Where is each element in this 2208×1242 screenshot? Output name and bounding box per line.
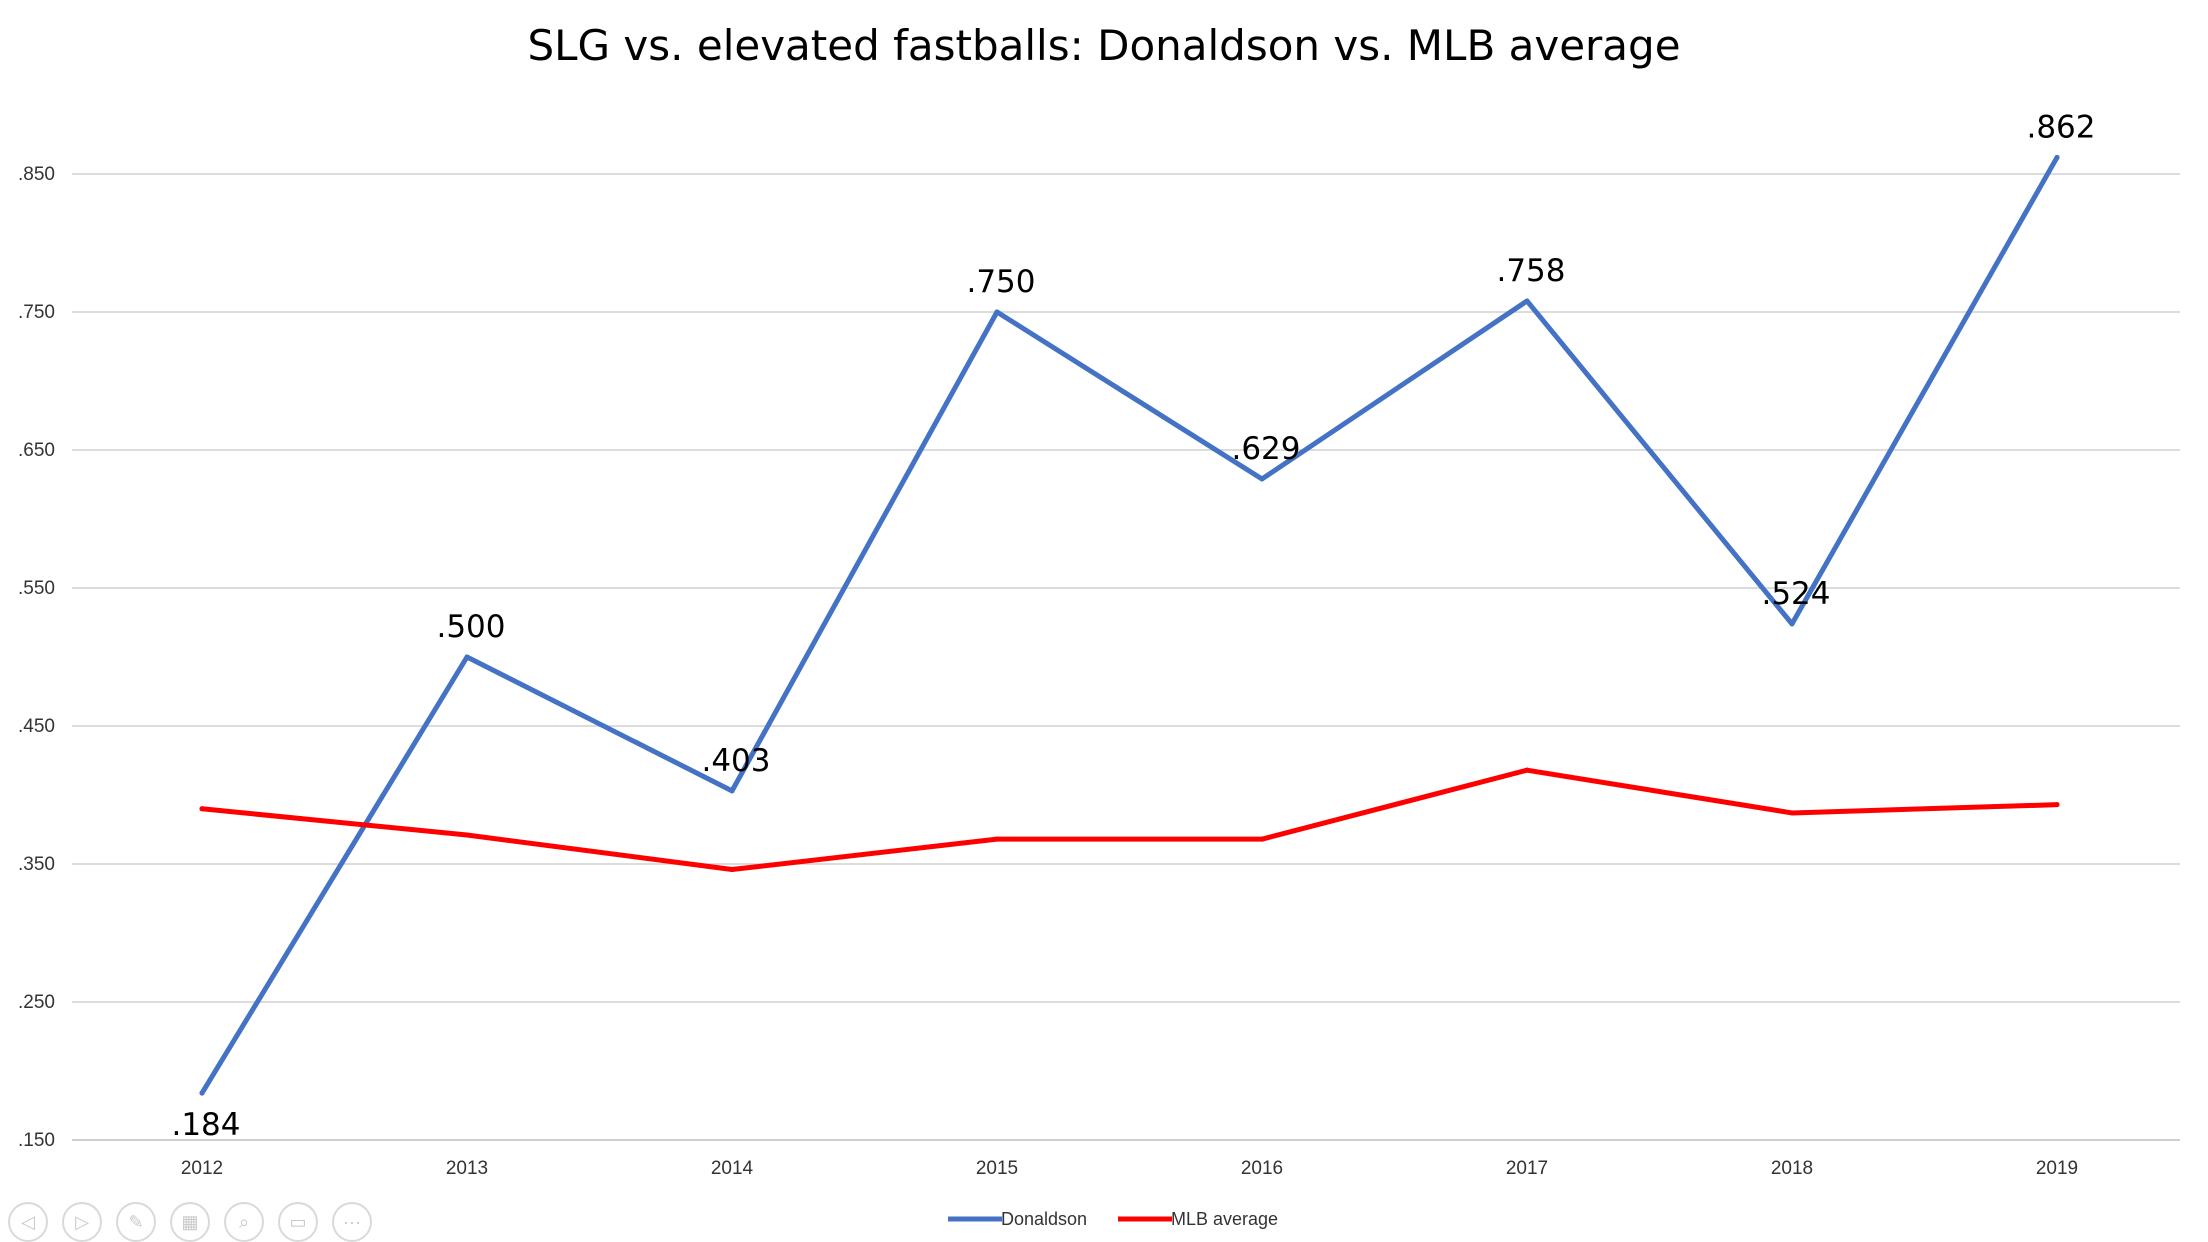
gridlines [72,173,2180,1141]
data-point [199,1090,205,1096]
slides-overview-icon[interactable]: ▦ [170,1202,210,1242]
data-label: .758 [1496,253,1565,289]
data-label: .403 [701,743,770,779]
data-label: .750 [966,264,1035,300]
data-label: .184 [171,1107,240,1143]
y-tick-label: .250 [18,992,55,1013]
subtitles-icon[interactable]: ▭ [278,1202,318,1242]
previous-slide-icon[interactable]: ◁ [8,1202,48,1242]
data-point [994,309,1000,315]
x-tick-label: 2013 [446,1158,488,1179]
y-tick-label: .150 [18,1130,55,1151]
y-axis-tick-labels: .150 .250 .350 .450 .550 .650 .750 .850 [18,164,55,1151]
pen-icon[interactable]: ✎ [116,1202,156,1242]
y-tick-label: .450 [18,716,55,737]
x-tick-label: 2018 [1771,1158,1813,1179]
x-tick-label: 2016 [1241,1158,1283,1179]
x-tick-label: 2017 [1506,1158,1548,1179]
data-point [199,806,205,812]
x-tick-label: 2015 [976,1158,1018,1179]
data-label: .500 [436,609,505,645]
data-point [1524,767,1530,773]
x-tick-label: 2019 [2036,1158,2078,1179]
data-point [1789,810,1795,816]
data-point [1789,621,1795,627]
data-point [464,832,470,838]
donaldson-line [199,154,2060,1096]
y-tick-label: .350 [18,854,55,875]
x-axis-tick-labels: 2012 2013 2014 2015 2016 2017 2018 2019 [181,1158,2078,1179]
data-labels: .184 .500 .403 .750 .629 .758 .524 .862 [171,109,2095,1143]
x-tick-label: 2014 [711,1158,754,1179]
y-tick-label: .650 [18,440,55,461]
chart-title: SLG vs. elevated fastballs: Donaldson vs… [527,21,1680,70]
data-point [2054,154,2060,160]
data-point [1524,298,1530,304]
data-point [729,788,735,794]
data-point [464,654,470,660]
data-label: .862 [2026,109,2095,145]
zoom-icon[interactable]: ⌕ [224,1202,264,1242]
data-point [729,867,735,873]
y-tick-label: .550 [18,578,55,599]
data-label: .629 [1231,431,1300,467]
mlb-average-line [199,767,2060,873]
data-label: .524 [1761,576,1830,612]
legend-label: Donaldson [1001,1209,1087,1229]
data-point [1259,476,1265,482]
y-tick-label: .850 [18,164,55,185]
data-point [2054,802,2060,808]
data-point [1259,836,1265,842]
more-options-icon[interactable]: ··· [332,1202,372,1242]
y-tick-label: .750 [18,302,55,323]
legend-label: MLB average [1171,1209,1278,1229]
next-slide-icon[interactable]: ▷ [62,1202,102,1242]
series-lines [199,154,2060,1096]
data-point [994,836,1000,842]
legend: Donaldson MLB average [948,1209,1278,1229]
x-tick-label: 2012 [181,1158,223,1179]
